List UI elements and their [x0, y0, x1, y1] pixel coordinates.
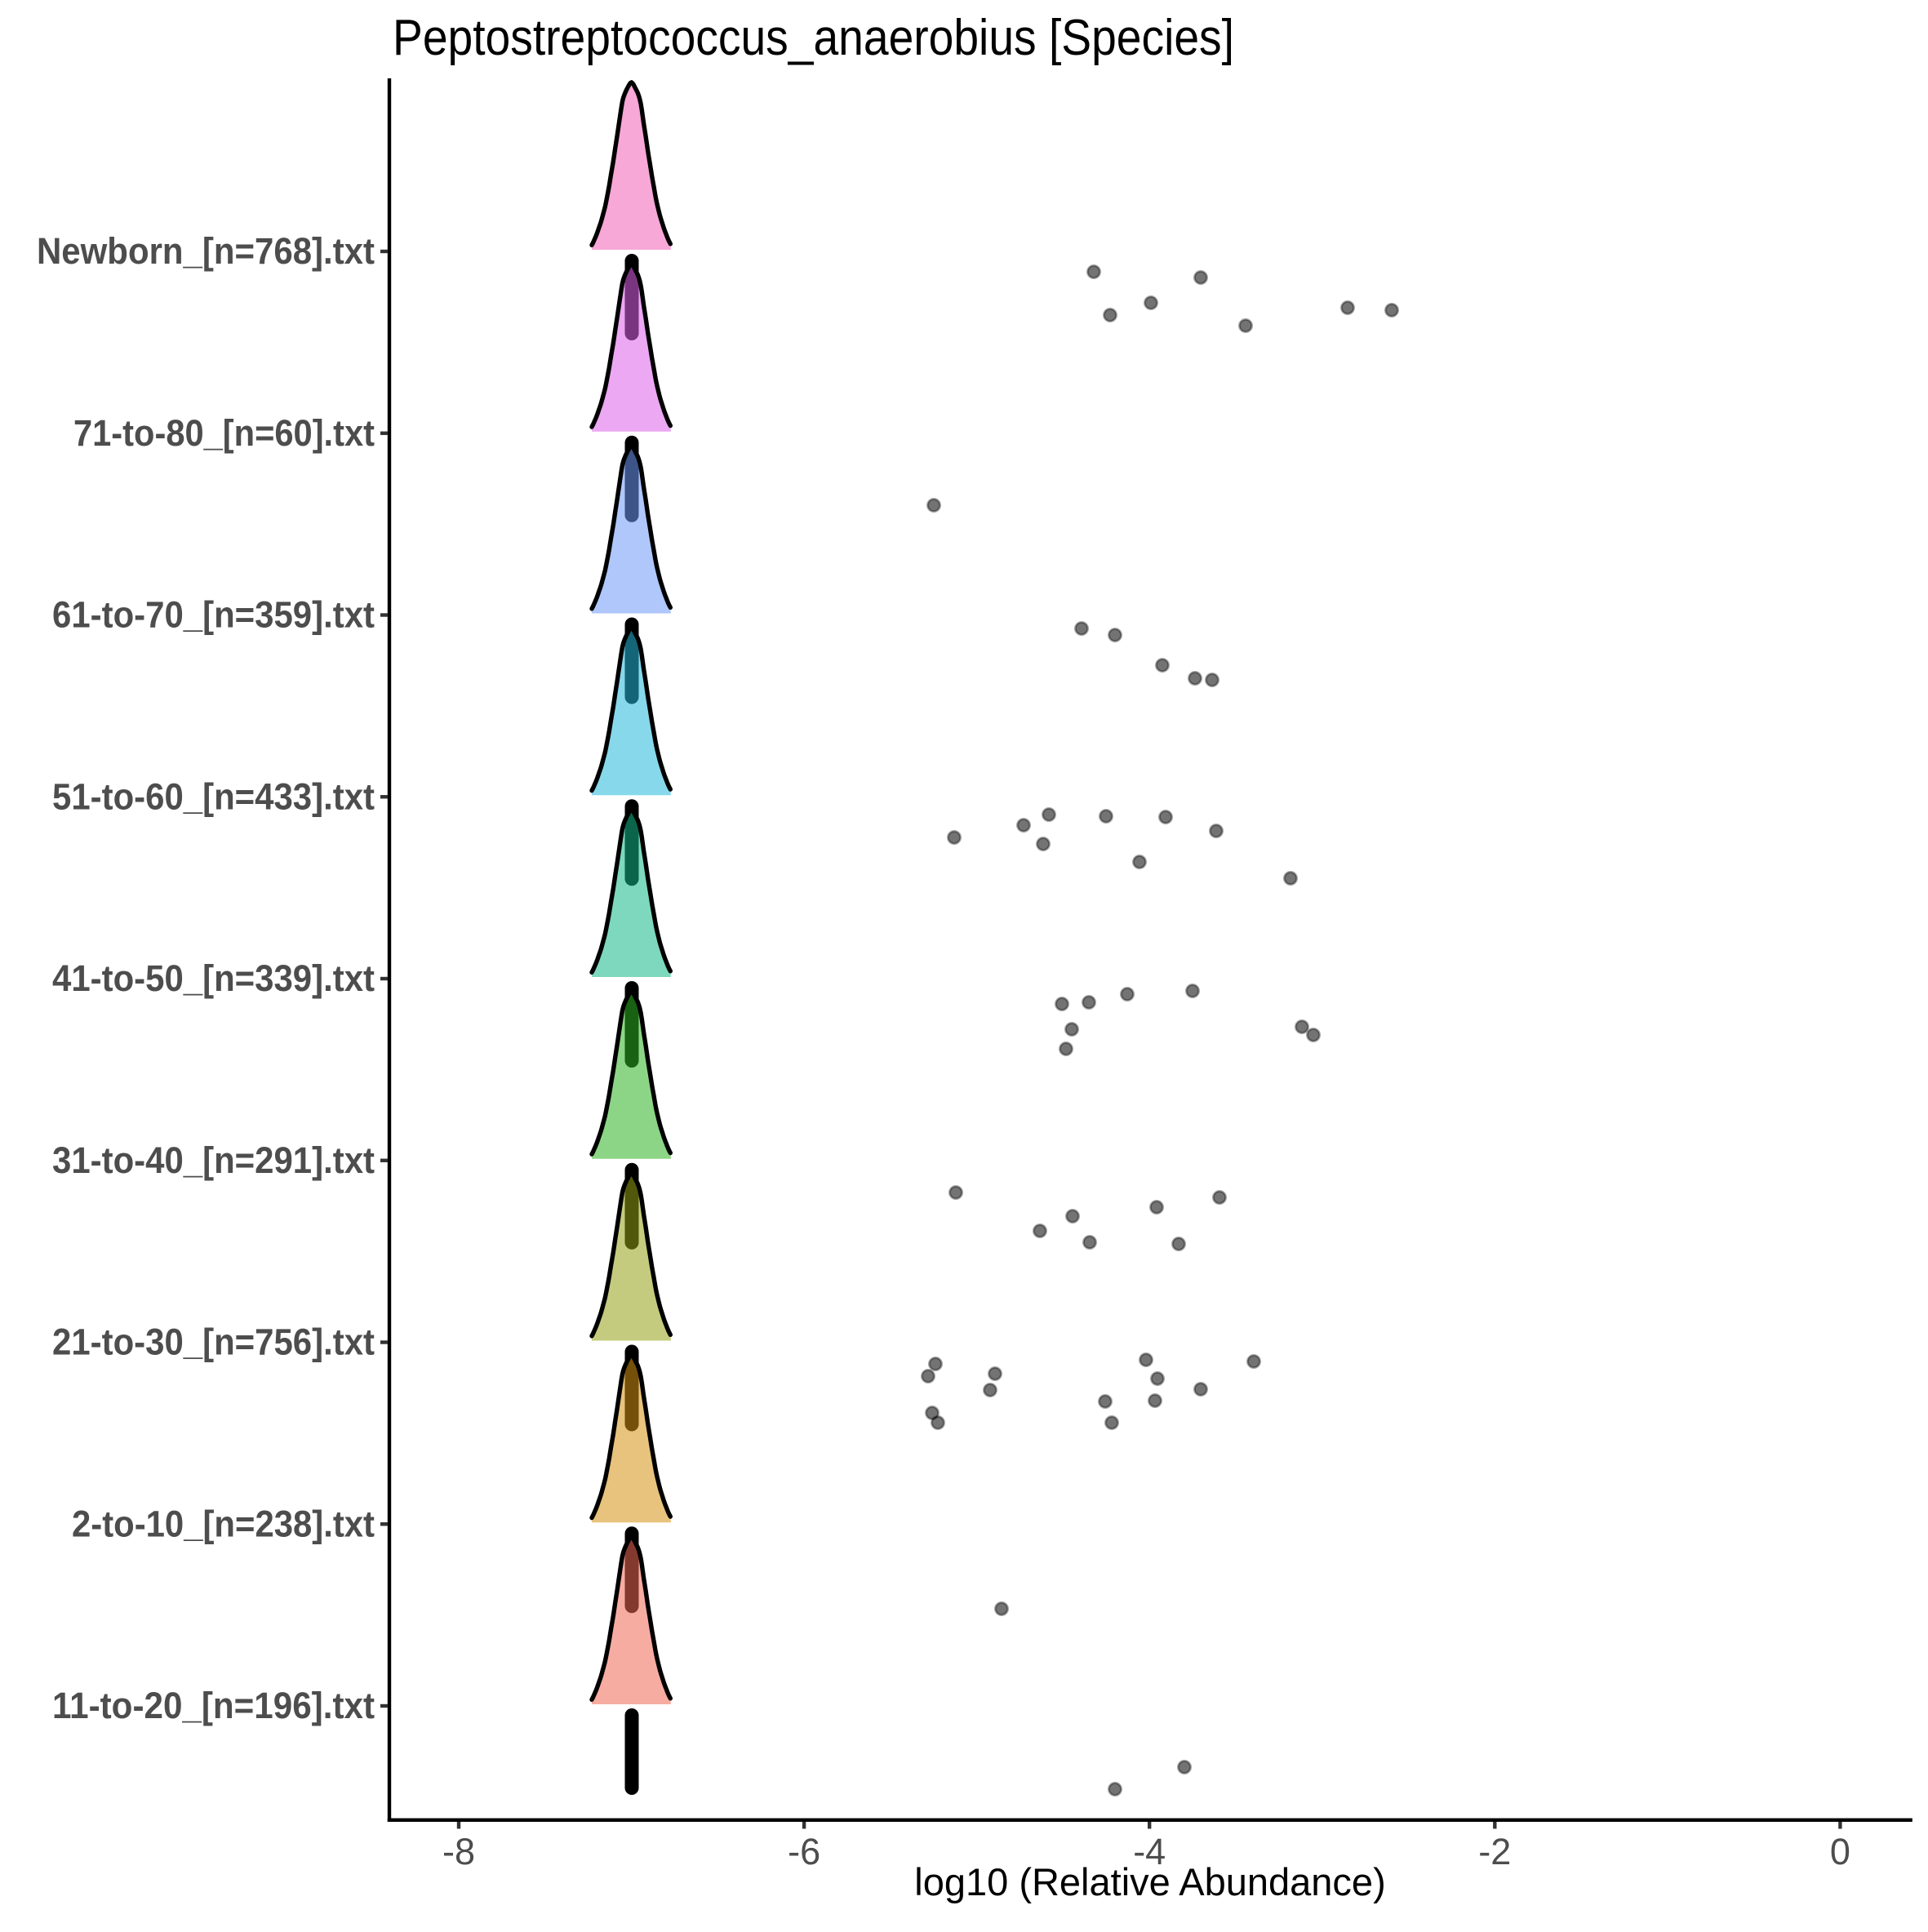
svg-text:log10 (Relative Abundance): log10 (Relative Abundance) [914, 1860, 1385, 1903]
svg-text:-8: -8 [442, 1831, 475, 1872]
svg-text:11-to-20_[n=196].txt: 11-to-20_[n=196].txt [52, 1685, 375, 1726]
svg-text:2-to-10_[n=238].txt: 2-to-10_[n=238].txt [72, 1503, 375, 1544]
svg-text:-6: -6 [788, 1831, 820, 1872]
svg-text:31-to-40_[n=291].txt: 31-to-40_[n=291].txt [52, 1139, 375, 1181]
svg-text:-2: -2 [1478, 1831, 1511, 1872]
svg-text:0: 0 [1830, 1831, 1850, 1872]
svg-text:21-to-30_[n=756].txt: 21-to-30_[n=756].txt [52, 1321, 375, 1363]
svg-text:Peptostreptococcus_anaerobius: Peptostreptococcus_anaerobius [Species] [393, 10, 1234, 66]
svg-text:Newborn_[n=768].txt: Newborn_[n=768].txt [37, 230, 375, 272]
svg-text:61-to-70_[n=359].txt: 61-to-70_[n=359].txt [52, 594, 375, 636]
svg-text:-4: -4 [1133, 1831, 1166, 1872]
svg-text:41-to-50_[n=339].txt: 41-to-50_[n=339].txt [52, 957, 375, 999]
svg-text:71-to-80_[n=60].txt: 71-to-80_[n=60].txt [73, 412, 375, 454]
svg-text:51-to-60_[n=433].txt: 51-to-60_[n=433].txt [52, 775, 375, 817]
